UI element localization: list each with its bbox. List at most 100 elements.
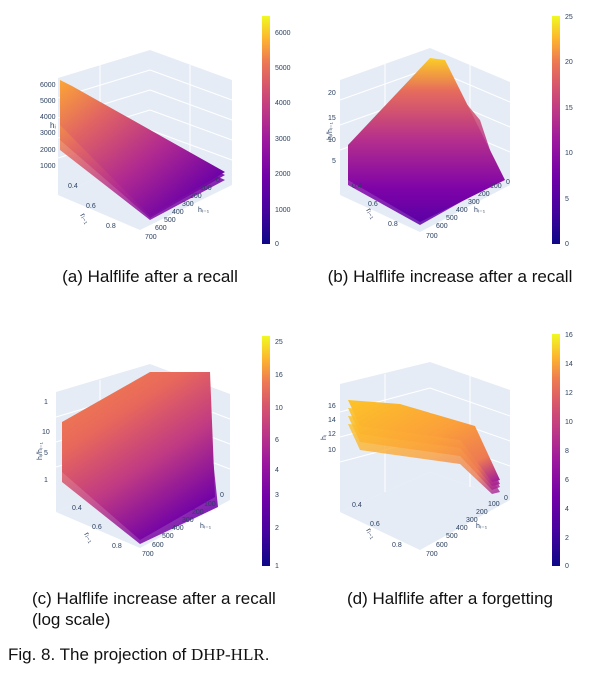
y-tick: 300	[182, 517, 194, 524]
z-tick: 1	[44, 477, 48, 484]
colorbar-tick: 5	[565, 196, 569, 203]
colorbar-tick: 1	[275, 563, 279, 570]
y-tick: 300	[466, 517, 478, 524]
x-tick: 0.6	[92, 524, 102, 531]
figure-caption: Fig. 8. The projection of DHP-HLR.	[8, 645, 269, 665]
y-tick: 400	[172, 525, 184, 532]
colorbar-tick: 2000	[275, 171, 291, 178]
y-tick: 300	[468, 199, 480, 206]
y-tick: 0	[506, 179, 510, 186]
z-tick: 4000	[40, 114, 56, 121]
colorbar-tick: 20	[565, 59, 573, 66]
colorbar-tick: 6	[565, 477, 569, 484]
z-tick: 5	[332, 158, 336, 165]
y-axis-label: hᵢ₋₁	[198, 207, 210, 214]
colorbar-tick: 10	[275, 405, 283, 412]
figure-caption-prefix: Fig. 8. The projection of	[8, 645, 192, 664]
colorbar-tick: 6	[275, 437, 279, 444]
y-axis-label: hᵢ₋₁	[200, 523, 212, 530]
figure-caption-suffix: .	[264, 645, 270, 664]
colorbar-tick: 0	[565, 241, 569, 248]
y-tick: 400	[172, 209, 184, 216]
colorbar-tick: 15	[565, 105, 573, 112]
panel-caption: (c) Halflife increase after a recall (lo…	[32, 589, 276, 629]
y-tick: 400	[456, 207, 468, 214]
z-tick: 3000	[40, 130, 56, 137]
z-tick: 10	[328, 137, 336, 144]
colorbar	[262, 16, 270, 244]
z-tick: 20	[328, 90, 336, 97]
colorbar	[552, 334, 560, 566]
y-tick: 700	[142, 551, 154, 558]
z-tick: 10	[42, 429, 50, 436]
colorbar	[552, 16, 560, 244]
colorbar-tick: 14	[565, 361, 573, 368]
y-axis-label: hᵢ₋₁	[474, 207, 486, 214]
y-tick: 500	[446, 215, 458, 222]
y-tick: 700	[426, 233, 438, 240]
colorbar-tick: 1000	[275, 207, 291, 214]
surface-plot-a: 6000 5000 4000 3000 2000 1000 hᵢ 0.4 0.6…	[40, 16, 291, 248]
panel-caption: (a) Halflife after a recall	[62, 267, 238, 286]
y-tick: 200	[190, 193, 202, 200]
x-tick: 0.8	[106, 223, 116, 230]
colorbar-tick: 0	[275, 241, 279, 248]
y-tick: 700	[426, 551, 438, 558]
x-axis-label: rᵢ₋₁	[78, 212, 91, 226]
y-tick: 100	[488, 501, 500, 508]
colorbar-tick: 25	[565, 14, 573, 21]
y-tick: 700	[145, 234, 157, 241]
x-tick: 0.4	[72, 505, 82, 512]
z-tick: 12	[328, 431, 336, 438]
colorbar-tick: 10	[565, 419, 573, 426]
z-tick: 6000	[40, 82, 56, 89]
y-tick: 0	[220, 492, 224, 499]
z-axis-label: hᵢ	[50, 121, 56, 130]
z-tick: 15	[328, 115, 336, 122]
z-tick: 1	[44, 399, 48, 406]
z-axis-label: hᵢ/hᵢ₋₁	[327, 121, 334, 140]
y-tick: 500	[162, 533, 174, 540]
surface-layer-1	[348, 58, 505, 222]
colorbar-tick: 8	[565, 448, 569, 455]
y-axis-label: hᵢ₋₁	[476, 523, 488, 530]
colorbar-tick: 3	[275, 492, 279, 499]
x-tick: 0.6	[368, 201, 378, 208]
colorbar-tick: 3000	[275, 136, 291, 143]
surface-plot-d: 16 14 12 10 hᵢ 0.4 0.6 0.8 rᵢ₋₁ 0 100 20…	[321, 332, 573, 570]
z-tick: 10	[328, 447, 336, 454]
y-tick: 100	[490, 183, 502, 190]
z-tick: 1000	[40, 163, 56, 170]
z-tick: 5	[44, 450, 48, 457]
colorbar-tick: 4	[565, 506, 569, 513]
colorbar-tick: 16	[275, 372, 283, 379]
x-tick: 0.4	[352, 183, 362, 190]
y-tick: 0	[216, 177, 220, 184]
y-tick: 100	[204, 501, 216, 508]
x-tick: 0.8	[388, 221, 398, 228]
surface-plot-c: 1 10 5 1 hᵢ/hᵢ₋₁ 0.4 0.6 0.8 rᵢ₋₁ 0 100 …	[37, 336, 283, 570]
z-axis-label: hᵢ/hᵢ₋₁	[37, 441, 44, 460]
panel-c: 1 10 5 1 hᵢ/hᵢ₋₁ 0.4 0.6 0.8 rᵢ₋₁ 0 100 …	[0, 322, 300, 642]
surface-layer-1	[62, 372, 215, 540]
colorbar-tick: 16	[565, 332, 573, 339]
surface-layer-1	[348, 400, 500, 482]
y-tick: 200	[478, 191, 490, 198]
y-tick: 300	[182, 201, 194, 208]
colorbar-tick: 2	[275, 525, 279, 532]
z-tick: 5000	[40, 98, 56, 105]
panel-d: 16 14 12 10 hᵢ 0.4 0.6 0.8 rᵢ₋₁ 0 100 20…	[300, 322, 600, 642]
z-tick: 16	[328, 403, 336, 410]
y-tick: 100	[200, 185, 212, 192]
colorbar-tick: 25	[275, 339, 283, 346]
x-tick: 0.4	[68, 183, 78, 190]
y-tick: 500	[446, 533, 458, 540]
x-tick: 0.6	[370, 521, 380, 528]
y-tick: 400	[456, 525, 468, 532]
panel-a: 6000 5000 4000 3000 2000 1000 hᵢ 0.4 0.6…	[0, 0, 300, 320]
y-tick: 600	[436, 223, 448, 230]
colorbar-tick: 10	[565, 150, 573, 157]
y-tick: 600	[436, 542, 448, 549]
floor	[340, 472, 510, 550]
colorbar-tick: 12	[565, 390, 573, 397]
